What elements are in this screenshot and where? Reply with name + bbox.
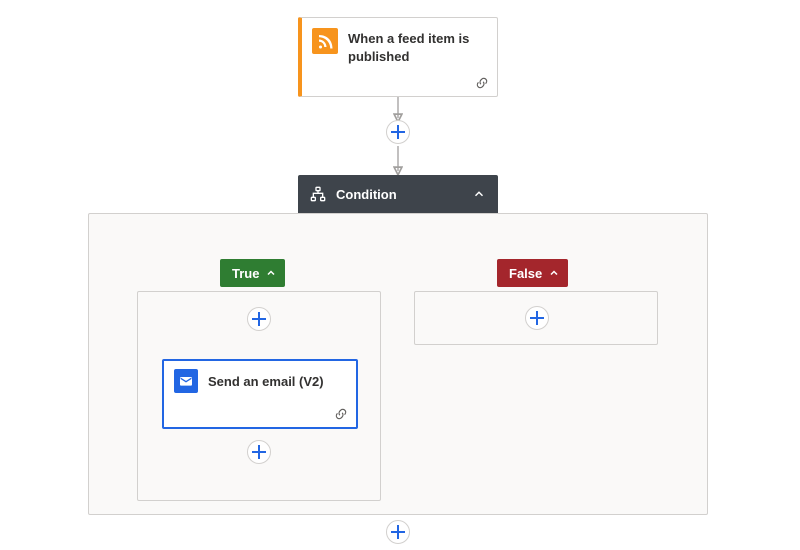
collapse-chevron-icon[interactable] xyxy=(472,187,486,201)
chevron-up-icon xyxy=(265,267,277,279)
branch-true-chip[interactable]: True xyxy=(220,259,285,287)
connection-indicator-icon xyxy=(334,407,348,421)
add-step-button[interactable] xyxy=(386,120,410,144)
plus-icon xyxy=(391,525,405,539)
condition-title: Condition xyxy=(336,187,397,202)
action-title: Send an email (V2) xyxy=(208,374,324,389)
add-step-true-button[interactable] xyxy=(247,307,271,331)
rss-icon xyxy=(312,28,338,54)
add-step-false-button[interactable] xyxy=(525,306,549,330)
condition-body: True Send an email (V2) xyxy=(88,213,708,515)
outlook-icon xyxy=(174,369,198,393)
trigger-title: When a feed item is published xyxy=(348,28,485,65)
add-step-true-after-button[interactable] xyxy=(247,440,271,464)
branch-true-label: True xyxy=(232,266,259,281)
branch-false-label: False xyxy=(509,266,542,281)
condition-header[interactable]: Condition xyxy=(298,175,498,213)
plus-icon xyxy=(252,445,266,459)
plus-icon xyxy=(530,311,544,325)
branch-false-chip[interactable]: False xyxy=(497,259,568,287)
flow-designer-canvas: When a feed item is published Condition xyxy=(0,0,800,550)
action-card-send-email[interactable]: Send an email (V2) xyxy=(162,359,358,429)
chevron-up-icon xyxy=(548,267,560,279)
trigger-card[interactable]: When a feed item is published xyxy=(298,17,498,97)
plus-icon xyxy=(391,125,405,139)
connection-indicator-icon xyxy=(475,76,489,90)
add-step-after-condition-button[interactable] xyxy=(386,520,410,544)
plus-icon xyxy=(252,312,266,326)
branch-icon xyxy=(310,186,326,202)
